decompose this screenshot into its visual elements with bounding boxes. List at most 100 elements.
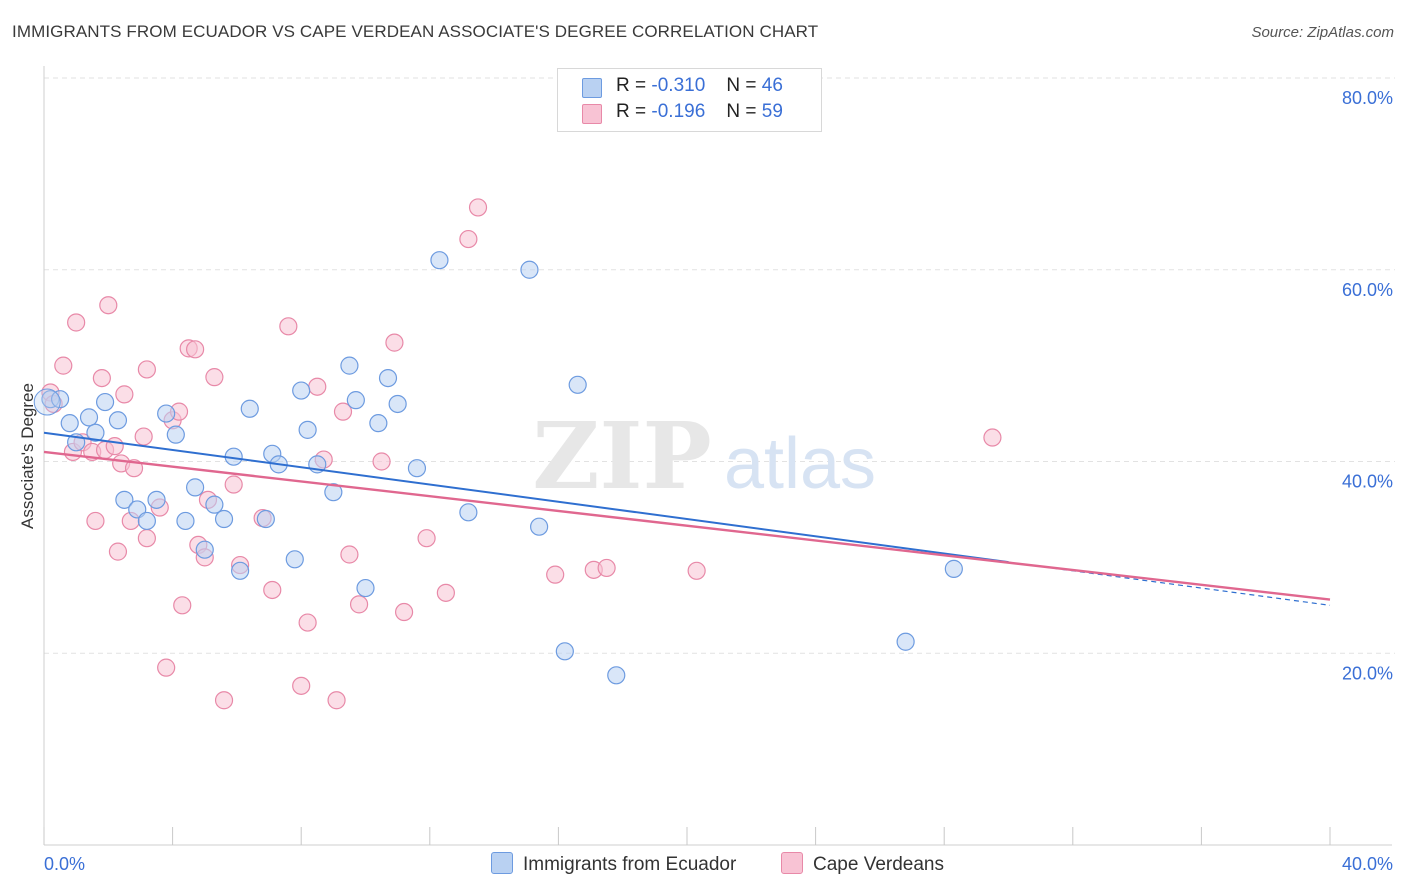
bottom-legend-ecuador: Immigrants from Ecuador — [491, 852, 736, 876]
point-ecuador — [166, 425, 185, 444]
point-cape-verdeans — [468, 198, 488, 217]
point-cape-verdeans — [54, 356, 73, 375]
point-cape-verdeans — [349, 595, 369, 614]
series-ecuador-points — [33, 251, 963, 685]
point-ecuador — [520, 260, 539, 279]
point-ecuador — [896, 632, 915, 651]
point-cape-verdeans — [546, 565, 565, 584]
point-ecuador — [459, 503, 478, 522]
legend-n-label: N = — [726, 75, 757, 96]
point-ecuador — [944, 559, 963, 578]
bottom-legend-swatch-cape-verdeans — [781, 852, 803, 874]
point-cape-verdeans — [597, 558, 616, 578]
point-cape-verdeans — [99, 296, 118, 315]
point-ecuador — [298, 420, 317, 439]
point-cape-verdeans — [340, 545, 359, 564]
point-ecuador — [157, 404, 176, 423]
legend-n-value-cape-verdeans: 59 — [761, 101, 783, 122]
point-cape-verdeans — [298, 613, 317, 632]
point-cape-verdeans — [436, 583, 455, 602]
point-ecuador — [176, 511, 195, 531]
chart-title: IMMIGRANTS FROM ECUADOR VS CAPE VERDEAN … — [12, 22, 819, 41]
y-tick-label: 40.0% — [1342, 472, 1393, 492]
bottom-legend-cape-verdeans: Cape Verdeans — [781, 852, 944, 876]
bottom-legend-label-cape-verdeans: Cape Verdeans — [813, 854, 944, 875]
point-cape-verdeans — [279, 317, 298, 336]
point-cape-verdeans — [308, 377, 327, 396]
trend-line-cape-verdeans — [43, 450, 1331, 601]
legend-swatch-cape-verdeans — [582, 104, 602, 124]
point-ecuador — [369, 414, 388, 433]
point-ecuador — [137, 511, 156, 531]
legend-n-label: N = — [726, 101, 757, 122]
point-cape-verdeans — [92, 368, 111, 388]
point-cape-verdeans — [333, 402, 353, 421]
axes — [43, 66, 1392, 846]
legend-r-value-ecuador: -0.310 — [651, 75, 706, 96]
y-axis-label: Associate's Degree — [18, 383, 37, 529]
point-cape-verdeans — [115, 385, 134, 404]
point-cape-verdeans — [124, 459, 144, 478]
bottom-legend-label-ecuador: Immigrants from Ecuador — [523, 854, 737, 875]
point-ecuador — [430, 251, 449, 270]
point-ecuador — [378, 368, 398, 388]
point-ecuador — [607, 666, 626, 685]
point-cape-verdeans — [263, 580, 282, 600]
point-ecuador — [356, 578, 375, 598]
point-cape-verdeans — [105, 437, 124, 456]
point-cape-verdeans — [157, 658, 176, 677]
point-ecuador — [340, 356, 359, 375]
watermark-atlas: atlas — [724, 424, 876, 504]
point-cape-verdeans — [205, 368, 224, 387]
point-ecuador — [324, 483, 343, 502]
point-cape-verdeans — [224, 475, 243, 494]
source-label: Source: ZipAtlas.com — [1251, 24, 1394, 41]
point-ecuador — [240, 399, 259, 418]
point-ecuador — [186, 478, 205, 497]
point-ecuador — [285, 550, 304, 569]
point-cape-verdeans — [394, 602, 414, 622]
point-ecuador — [205, 495, 224, 514]
legend-r-label: R = — [616, 75, 647, 96]
point-cape-verdeans — [186, 340, 205, 359]
point-ecuador — [555, 642, 574, 661]
point-cape-verdeans — [327, 691, 346, 710]
point-ecuador — [60, 414, 79, 433]
point-cape-verdeans — [173, 596, 192, 615]
point-ecuador — [388, 394, 407, 414]
point-cape-verdeans — [134, 427, 153, 446]
point-ecuador — [95, 392, 115, 412]
point-cape-verdeans — [108, 542, 128, 561]
watermark-zip: ZIP — [532, 402, 711, 510]
y-tick-label: 60.0% — [1342, 280, 1393, 300]
point-cape-verdeans — [86, 511, 105, 531]
trend-lines — [43, 431, 1331, 606]
point-ecuador — [346, 391, 365, 410]
point-cape-verdeans — [417, 529, 436, 548]
point-ecuador — [86, 423, 105, 442]
x-tick-label-max: 40.0% — [1342, 854, 1393, 874]
point-ecuador — [292, 381, 311, 400]
stats-legend: R = -0.310 N = 46 R = -0.196 N = 59 — [557, 68, 822, 132]
point-ecuador — [195, 540, 214, 559]
trend-line-ecuador — [43, 431, 1009, 564]
point-ecuador — [115, 490, 134, 509]
point-cape-verdeans — [137, 360, 156, 379]
legend-r-value-cape-verdeans: -0.196 — [651, 101, 706, 122]
bottom-legend-swatch-ecuador — [491, 852, 513, 874]
point-ecuador — [256, 509, 275, 529]
legend-r-label: R = — [616, 101, 647, 122]
x-tick-label-min: 0.0% — [44, 854, 85, 874]
point-ecuador — [79, 408, 99, 427]
legend-swatch-ecuador — [582, 78, 602, 98]
point-ecuador — [214, 509, 234, 529]
point-ecuador — [568, 375, 587, 394]
point-ecuador-cluster — [33, 388, 61, 416]
point-cape-verdeans — [687, 561, 706, 580]
point-cape-verdeans — [292, 676, 311, 695]
point-cape-verdeans — [67, 313, 86, 332]
point-ecuador — [147, 490, 166, 509]
point-ecuador — [108, 411, 128, 430]
point-ecuador — [407, 459, 427, 478]
